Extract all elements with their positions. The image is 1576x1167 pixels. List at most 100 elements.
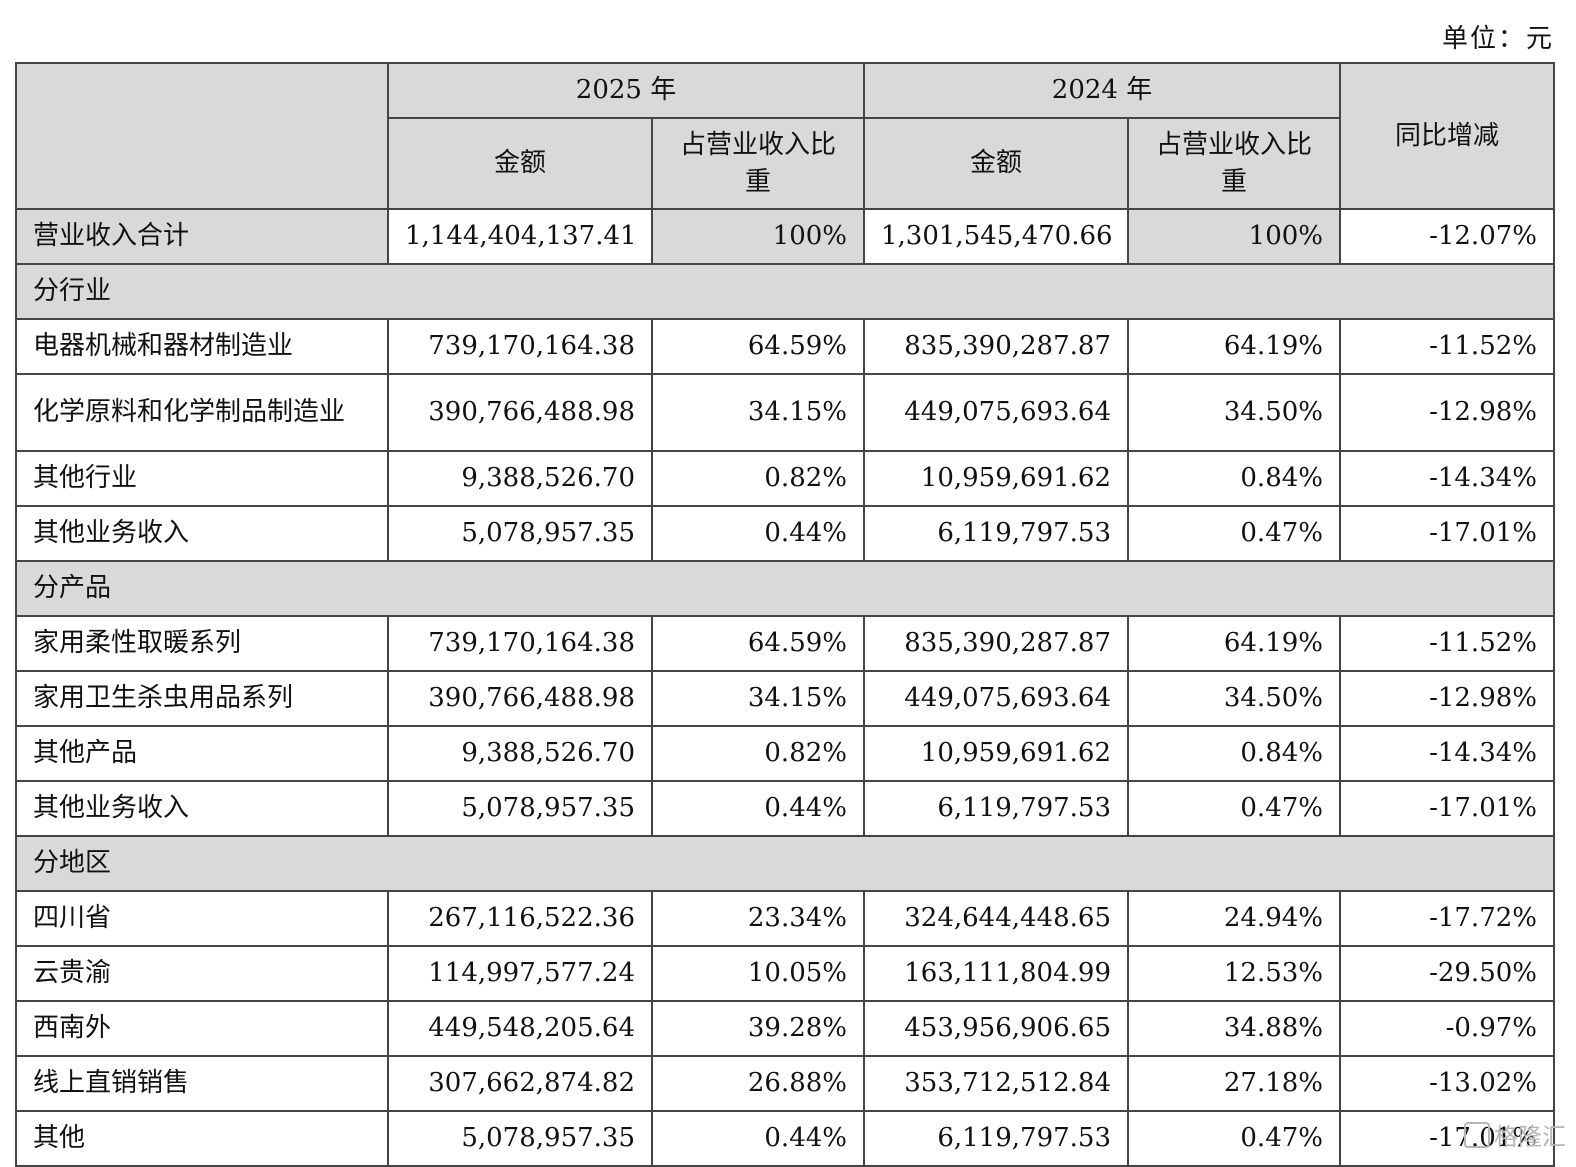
yoy-change: -12.98% — [1339, 373, 1555, 452]
header-blank-cell — [15, 62, 389, 210]
amount-2024: 449,075,693.64 — [863, 373, 1129, 452]
section-header-row: 分行业 — [15, 263, 1555, 320]
table-row: 云贵渝 114,997,577.24 10.05% 163,111,804.99 12.… — [15, 945, 1555, 1002]
share-2024: 0.47% — [1127, 505, 1341, 562]
share-2025: 23.34% — [651, 890, 865, 947]
table-row: 家用卫生杀虫用品系列 390,766,488.98 34.15% 449,075,69… — [15, 670, 1555, 727]
revenue-table: 2025 年 2024 年 同比增减 金额 占营业收入比重 金额 占营业收入比重… — [15, 62, 1555, 1167]
header-amount-2025: 金额 — [387, 117, 653, 210]
share-2025: 39.28% — [651, 1000, 865, 1057]
amount-2024: 353,712,512.84 — [863, 1055, 1129, 1112]
yoy-change: -17.01% — [1339, 780, 1555, 837]
header-yoy: 同比增减 — [1339, 62, 1555, 210]
share-2024: 0.47% — [1127, 1110, 1341, 1167]
header-share-2025: 占营业收入比重 — [651, 117, 865, 210]
amount-2025: 267,116,522.36 — [387, 890, 653, 947]
table-row: 线上直销销售 307,662,874.82 26.88% 353,712,512.84… — [15, 1055, 1555, 1112]
row-label: 四川省 — [15, 890, 389, 947]
yoy-change: -29.50% — [1339, 945, 1555, 1002]
amount-2024: 835,390,287.87 — [863, 615, 1129, 672]
row-label: 西南外 — [15, 1000, 389, 1057]
amount-2025: 307,662,874.82 — [387, 1055, 653, 1112]
share-2024: 64.19% — [1127, 318, 1341, 375]
share-2024: 24.94% — [1127, 890, 1341, 947]
yoy-change: -12.07% — [1339, 208, 1555, 265]
share-2024: 0.84% — [1127, 725, 1341, 782]
amount-2025: 5,078,957.35 — [387, 1110, 653, 1167]
table-row: 其他业务收入 5,078,957.35 0.44% 6,119,797.53 0.47%… — [15, 505, 1555, 562]
amount-2024: 324,644,448.65 — [863, 890, 1129, 947]
share-2025: 64.59% — [651, 318, 865, 375]
yoy-change: -0.97% — [1339, 1000, 1555, 1057]
yoy-change: -17.01% — [1339, 505, 1555, 562]
table-row: 化学原料和化学制品制造业 390,766,488.98 34.15% 449,075,… — [15, 373, 1555, 452]
yoy-change: -11.52% — [1339, 615, 1555, 672]
section-title: 分地区 — [15, 835, 1555, 892]
yoy-change: -11.52% — [1339, 318, 1555, 375]
table-row: 其他 5,078,957.35 0.44% 6,119,797.53 0.47% -17.… — [15, 1110, 1555, 1167]
table-row: 西南外 449,548,205.64 39.28% 453,956,906.65 34.… — [15, 1000, 1555, 1057]
amount-2024: 10,959,691.62 — [863, 725, 1129, 782]
watermark-logo-icon — [1464, 1121, 1490, 1148]
table-row: 四川省 267,116,522.36 23.34% 324,644,448.65 24.… — [15, 890, 1555, 947]
share-2024: 12.53% — [1127, 945, 1341, 1002]
row-label: 其他业务收入 — [15, 780, 389, 837]
share-2025: 100% — [651, 208, 865, 265]
total-row: 营业收入合计 1,144,404,137.41 100% 1,301,545,4… — [15, 208, 1555, 265]
header-amount-2024: 金额 — [863, 117, 1129, 210]
row-label: 其他 — [15, 1110, 389, 1167]
share-2025: 34.15% — [651, 373, 865, 452]
watermark-text: 格隆汇 — [1494, 1123, 1566, 1151]
header-share-2024: 占营业收入比重 — [1127, 117, 1341, 210]
table-row: 电器机械和器材制造业 739,170,164.38 64.59% 835,390,28… — [15, 318, 1555, 375]
header-year-current: 2025 年 — [387, 62, 865, 119]
row-label: 线上直销销售 — [15, 1055, 389, 1112]
row-label: 其他业务收入 — [15, 505, 389, 562]
row-label: 云贵渝 — [15, 945, 389, 1002]
amount-2025: 5,078,957.35 — [387, 780, 653, 837]
table-row: 家用柔性取暖系列 739,170,164.38 64.59% 835,390,287.… — [15, 615, 1555, 672]
section-header-row: 分产品 — [15, 560, 1555, 617]
share-2024: 34.88% — [1127, 1000, 1341, 1057]
row-label: 营业收入合计 — [15, 208, 389, 265]
amount-2025: 9,388,526.70 — [387, 450, 653, 507]
share-2024: 34.50% — [1127, 373, 1341, 452]
share-2025: 0.44% — [651, 780, 865, 837]
table-row: 其他业务收入 5,078,957.35 0.44% 6,119,797.53 0.47%… — [15, 780, 1555, 837]
amount-2024: 453,956,906.65 — [863, 1000, 1129, 1057]
amount-2025: 1,144,404,137.41 — [387, 208, 653, 265]
amount-2025: 390,766,488.98 — [387, 373, 653, 452]
share-2025: 10.05% — [651, 945, 865, 1002]
section-header-row: 分地区 — [15, 835, 1555, 892]
yoy-change: -14.34% — [1339, 450, 1555, 507]
share-2024: 64.19% — [1127, 615, 1341, 672]
amount-2024: 6,119,797.53 — [863, 505, 1129, 562]
yoy-change: -17.72% — [1339, 890, 1555, 947]
amount-2024: 6,119,797.53 — [863, 1110, 1129, 1167]
table-row: 其他行业 9,388,526.70 0.82% 10,959,691.62 0.84% -… — [15, 450, 1555, 507]
amount-2025: 114,997,577.24 — [387, 945, 653, 1002]
amount-2025: 5,078,957.35 — [387, 505, 653, 562]
row-label: 家用卫生杀虫用品系列 — [15, 670, 389, 727]
yoy-change: -17.01% — [1339, 1110, 1555, 1167]
share-2025: 0.82% — [651, 450, 865, 507]
share-2025: 26.88% — [651, 1055, 865, 1112]
amount-2025: 449,548,205.64 — [387, 1000, 653, 1057]
share-2024: 27.18% — [1127, 1055, 1341, 1112]
watermark: 格隆汇 — [1464, 1117, 1566, 1152]
unit-label: 单位：元 — [1441, 24, 1554, 54]
amount-2024: 835,390,287.87 — [863, 318, 1129, 375]
share-2024: 0.47% — [1127, 780, 1341, 837]
amount-2024: 163,111,804.99 — [863, 945, 1129, 1002]
share-2025: 0.82% — [651, 725, 865, 782]
section-title: 分行业 — [15, 263, 1555, 320]
row-label: 化学原料和化学制品制造业 — [15, 373, 389, 452]
yoy-change: -12.98% — [1339, 670, 1555, 727]
row-label: 家用柔性取暖系列 — [15, 615, 389, 672]
amount-2024: 1,301,545,470.66 — [863, 208, 1129, 265]
share-2025: 64.59% — [651, 615, 865, 672]
share-2024: 0.84% — [1127, 450, 1341, 507]
row-label: 其他产品 — [15, 725, 389, 782]
share-2025: 34.15% — [651, 670, 865, 727]
amount-2024: 449,075,693.64 — [863, 670, 1129, 727]
